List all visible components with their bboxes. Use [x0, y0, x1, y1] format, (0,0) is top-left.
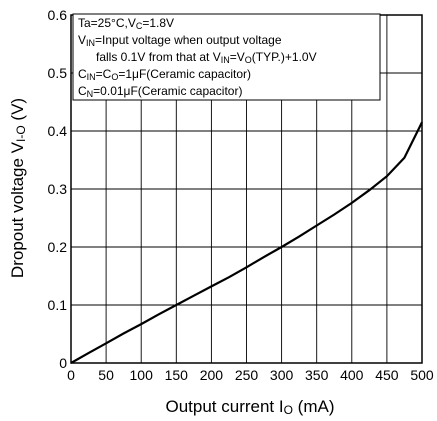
x-tick-label: 450: [375, 367, 399, 383]
x-tick-label: 300: [270, 367, 294, 383]
y-tick-label: 0.2: [48, 239, 68, 255]
y-tick-label: 0: [59, 355, 67, 371]
y-tick-label: 0.5: [48, 65, 68, 81]
y-tick-label: 0.4: [48, 123, 68, 139]
x-tick-label: 150: [165, 367, 189, 383]
x-tick-label: 350: [305, 367, 329, 383]
series-line: [70, 121, 423, 364]
annotation-line-1: Ta=25°C,VC=1.8V: [78, 16, 174, 31]
annotation-frame: [72, 13, 381, 101]
tick-labels: 0 50 100 150 200 250 300 350 400 450 500 0 0.1 0.2 0.3…: [48, 7, 434, 383]
annotation-line-2: VIN=Input voltage when output voltage: [78, 33, 282, 48]
x-tick-label: 0: [67, 367, 75, 383]
annotation-line-5: CN=0.01μF(Ceramic capacitor): [78, 84, 242, 99]
y-tick-label: 0.3: [48, 181, 68, 197]
y-tick-label: 0.6: [48, 7, 68, 23]
x-tick-label: 100: [130, 367, 154, 383]
x-tick-label: 250: [235, 367, 259, 383]
y-axis-title: Dropout voltage VI-O (V): [8, 98, 28, 278]
x-tick-label: 500: [410, 367, 434, 383]
annotation-box: Ta=25°C,VC=1.8V VIN=Input voltage when o…: [72, 13, 381, 101]
y-tick-label: 0.1: [48, 297, 68, 313]
x-axis-title: Output current IO (mA): [165, 397, 334, 417]
x-tick-label: 200: [200, 367, 224, 383]
annotation-line-4: CIN=CO=1μF(Ceramic capacitor): [78, 67, 251, 82]
annotation-line-3: falls 0.1V from that at VIN=VO(TYP.)+1.0…: [96, 50, 317, 65]
x-tick-label: 400: [340, 367, 364, 383]
x-tick-label: 50: [98, 367, 114, 383]
